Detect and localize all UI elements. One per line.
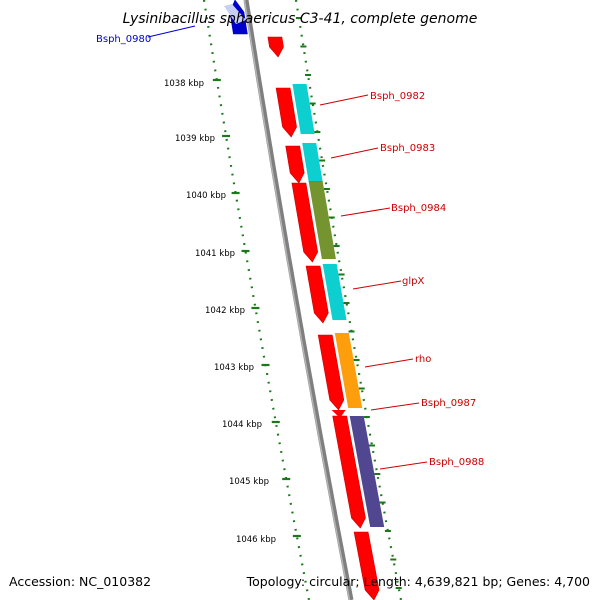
genome-backbone-highlight	[243, 0, 351, 600]
gene-label-bsph-0982[interactable]: Bsph_0982	[370, 91, 425, 102]
leader-bsph-0987	[370, 402, 420, 411]
cog-bar-rho[interactable]	[334, 333, 363, 408]
tick-label-1046: 1046 kbp	[236, 535, 276, 545]
tick-label-1038: 1038 kbp	[164, 79, 204, 89]
gene-label-bsph-0988[interactable]: Bsph_0988	[429, 457, 484, 468]
gene-bsph-0983[interactable]	[285, 145, 305, 184]
gene-label-glpx[interactable]: glpX	[402, 276, 424, 287]
leader-bsph-0988	[379, 461, 428, 470]
gene-label-bsph-0984[interactable]: Bsph_0984	[391, 203, 446, 214]
gene-rho[interactable]	[317, 334, 345, 411]
tick-label-1042: 1042 kbp	[205, 306, 245, 316]
leader-bsph-0983	[330, 147, 379, 159]
gene-bsph-0987[interactable]	[331, 410, 346, 418]
tick-label-1040: 1040 kbp	[186, 191, 226, 201]
cog-bar-bsph-0982[interactable]	[292, 84, 315, 134]
cog-bar-glpx[interactable]	[322, 264, 347, 320]
leader-bsph-0982	[319, 94, 369, 106]
tick-label-1044: 1044 kbp	[222, 420, 262, 430]
gene-bsph-0989[interactable]	[353, 531, 380, 600]
tick-label-1039: 1039 kbp	[175, 134, 215, 144]
gene-features-layer[interactable]	[224, 0, 385, 600]
tick-label-1041: 1041 kbp	[195, 249, 235, 259]
gene-bsph-0984[interactable]	[291, 182, 319, 263]
label-leaders-layer	[147, 25, 428, 470]
accession-text: Accession: NC_010382	[9, 574, 152, 589]
leader-glpx	[352, 280, 402, 290]
cog-bar-bsph-0984[interactable]	[308, 181, 336, 259]
gene-label-bsph-0980[interactable]: Bsph_0980	[96, 34, 151, 45]
gene-bsph-0988[interactable]	[332, 415, 366, 529]
gene-bsph-0980-shadow	[224, 4, 246, 24]
leader-bsph-0984	[340, 207, 391, 217]
cog-bar-bsph-0988[interactable]	[349, 416, 385, 527]
genome-backbone	[243, 0, 354, 600]
gene-bsph-0981[interactable]	[267, 36, 284, 58]
backbone-layer	[243, 0, 354, 600]
gene-label-bsph-0983[interactable]: Bsph_0983	[380, 143, 435, 154]
leader-bsph-0980	[147, 25, 196, 38]
genome-stats-text: Topology: circular; Length: 4,639,821 bp…	[246, 574, 590, 589]
tick-label-1045: 1045 kbp	[229, 477, 269, 487]
gene-label-rho[interactable]: rho	[415, 354, 431, 365]
gene-bsph-0982[interactable]	[275, 87, 297, 138]
leader-rho	[364, 358, 414, 368]
inner-dotted-ring	[202, 0, 311, 600]
map-title: Lysinibacillus sphaericus C3-41, complet…	[123, 11, 478, 27]
gene-label-bsph-0987[interactable]: Bsph_0987	[421, 398, 476, 409]
gene-glpx[interactable]	[305, 265, 329, 324]
cog-bar-bsph-0983[interactable]	[302, 143, 323, 182]
tick-marks-layer	[212, 17, 402, 589]
tick-label-1043: 1043 kbp	[214, 363, 254, 373]
